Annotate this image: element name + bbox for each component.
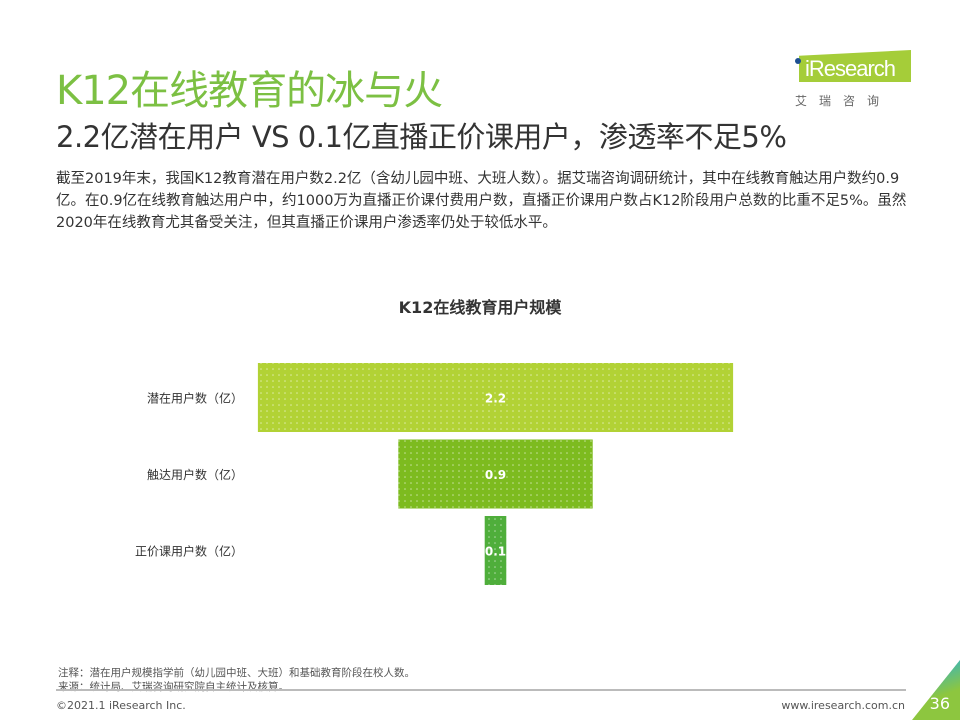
data-label: 0.1 [485, 545, 506, 559]
data-label: 2.2 [485, 392, 506, 406]
chart-title: K12在线教育用户规模 [398, 298, 562, 317]
category-label: 正价课用户数（亿） [135, 544, 243, 559]
body-text: 截至2019年末，我国K12教育潜在用户数2.2亿（含幼儿园中班、大班人数）。据… [56, 171, 907, 231]
page-number: 36 [929, 694, 950, 713]
logo-banner: iResearch [799, 50, 911, 82]
source: 来源：统计局、艾瑞咨询研究院自主统计及核算。 [58, 681, 289, 693]
logo-cn: 艾瑞咨询 [795, 94, 892, 108]
iresearch-logo: iResearch 艾瑞咨询 [795, 50, 915, 110]
copyright: ©2021.1 iResearch Inc. [56, 699, 186, 712]
footnote: 注释：潜在用户规模指学前（幼儿园中班、大班）和基础教育阶段在校人数。 [58, 667, 415, 679]
slide-title: K12在线教育的冰与火 [56, 68, 443, 114]
slide-subtitle: 2.2亿潜在用户 VS 0.1亿直播正价课用户，渗透率不足5% [56, 120, 787, 154]
bar-pattern [257, 363, 734, 432]
category-label: 触达用户数（亿） [147, 467, 243, 482]
category-label: 潜在用户数（亿） [147, 391, 243, 406]
bar-pattern [398, 439, 593, 509]
data-label: 0.9 [485, 468, 506, 482]
logo-dot-icon [795, 58, 801, 64]
bar-pattern [484, 516, 507, 585]
footer-divider [56, 689, 906, 691]
website-link[interactable]: www.iresearch.com.cn [781, 699, 905, 712]
logo-text: iResearch [805, 56, 896, 81]
